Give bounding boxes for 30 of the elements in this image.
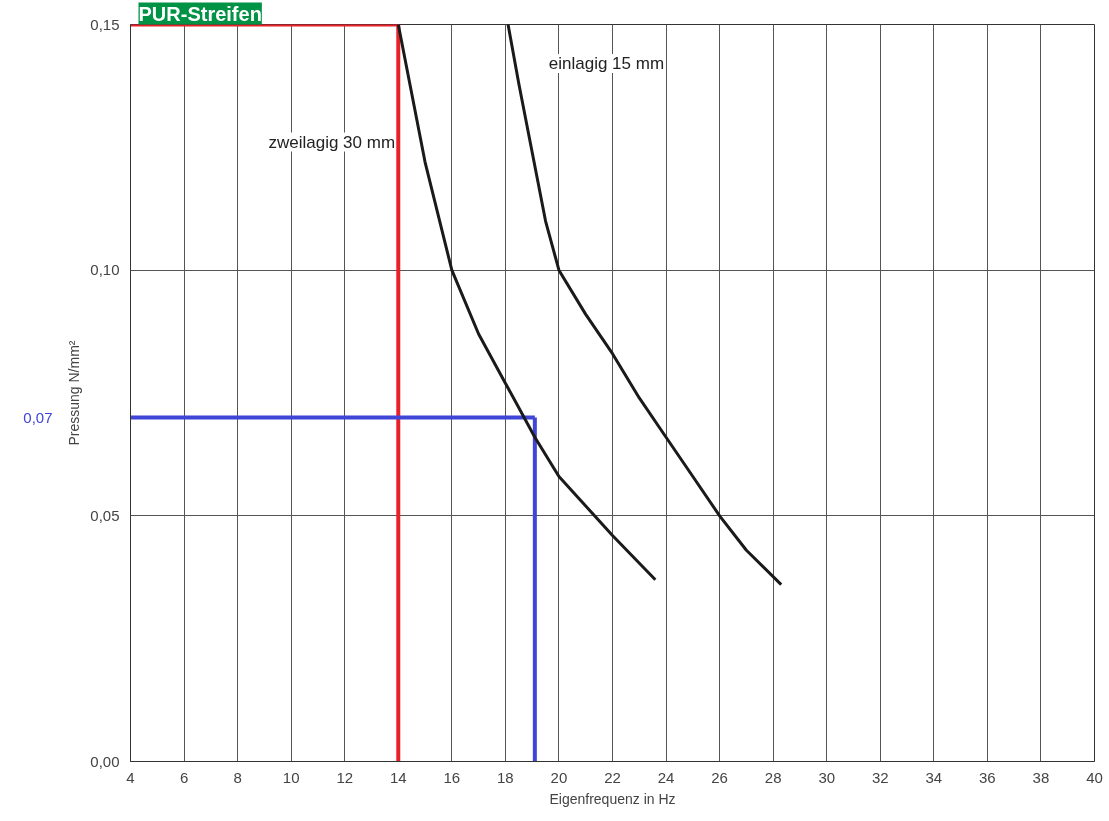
x-tick-label: 30 (818, 768, 836, 786)
x-tick-label: 28 (764, 768, 782, 786)
x-tick-label: 6 (179, 768, 189, 786)
x-tick-label: 16 (443, 768, 461, 786)
y-tick-label: 0,15 (90, 15, 120, 33)
x-tick-label: 40 (1086, 768, 1103, 786)
x-axis-title: Eigenfrequenz in Hz (549, 790, 676, 807)
x-tick-label: 12 (336, 768, 354, 786)
x-tick-label: 36 (979, 768, 996, 786)
y-tick-label: 0,10 (90, 261, 120, 279)
y-tick-label: 0,05 (90, 506, 120, 524)
y-tick-label: 0,00 (90, 752, 120, 770)
x-tick-label: 4 (126, 768, 135, 786)
line-series (506, 24, 783, 587)
ref-line-label: 0,07 (23, 408, 53, 426)
y-axis-title: Pressung N/mm² (66, 340, 83, 446)
x-tick-label: 18 (497, 768, 514, 786)
x-tick-label: 14 (389, 768, 407, 786)
x-tick-label: 34 (925, 768, 943, 786)
x-tick-label: 26 (711, 768, 728, 786)
x-tick-label: 24 (657, 768, 675, 786)
x-tick-label: 32 (871, 768, 889, 786)
x-tick-label: 8 (233, 768, 242, 786)
x-tick-label: 20 (550, 768, 568, 786)
x-tick-label: 38 (1032, 768, 1050, 786)
x-tick-label: 10 (282, 768, 300, 786)
x-tick-label: 22 (604, 768, 621, 786)
series-label: einlagig 15 mm (548, 53, 665, 73)
chart-title: PUR-Streifen (138, 2, 262, 25)
series-label: zweilagig 30 mm (268, 132, 396, 152)
